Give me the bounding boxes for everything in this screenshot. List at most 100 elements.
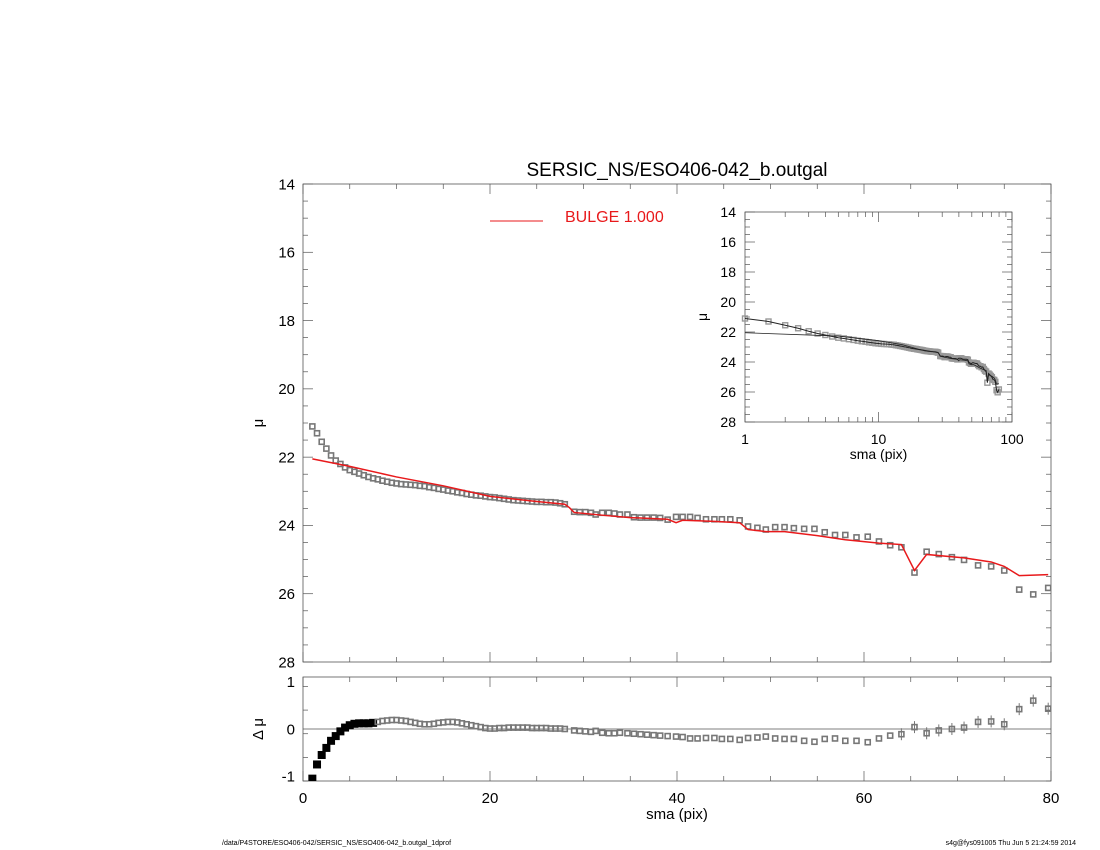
y-tick-label: 14 (278, 176, 295, 193)
residual-point (686, 735, 694, 742)
data-series-residual (308, 694, 1051, 781)
data-series-main (309, 423, 1051, 598)
residual-point (317, 751, 326, 759)
y-axis-label: Δ μ (250, 718, 267, 740)
inset-data-point (805, 328, 812, 335)
residual-point (754, 734, 761, 741)
residual-point (790, 735, 798, 743)
data-point (811, 525, 818, 533)
chart-title: SERSIC_NS/ESO406-042_b.outgal (526, 160, 827, 181)
data-point (841, 531, 849, 539)
residual-point (598, 729, 606, 737)
data-point (686, 513, 694, 521)
y-axis-label: μ (250, 419, 267, 428)
footer-user-timestamp: s4g@fys091005 Thu Jun 5 21:24:59 2014 (945, 840, 1076, 847)
data-point (309, 423, 316, 430)
data-point (313, 429, 321, 437)
y-tick-label: 24 (278, 518, 295, 535)
y-tick-label: 26 (278, 586, 295, 603)
y-tick-label: 26 (720, 384, 736, 400)
data-point (656, 514, 664, 522)
residual-point (656, 732, 664, 739)
inset-data-point (781, 322, 789, 329)
x-tick-label: 60 (856, 790, 873, 807)
data-point (1000, 567, 1008, 574)
data-point (800, 525, 808, 533)
residual-point (875, 735, 883, 742)
residual-point (630, 730, 638, 738)
data-point (1029, 591, 1037, 598)
y-tick-label: -1 (282, 769, 295, 786)
data-point (1044, 584, 1051, 592)
data-point (974, 562, 982, 569)
residual-point (637, 730, 644, 738)
y-tick-label: 14 (720, 204, 736, 220)
inset-model-line (744, 332, 999, 385)
y-tick-label: 16 (720, 234, 736, 250)
residual-point (624, 729, 631, 737)
data-point (886, 541, 894, 549)
residual-point (841, 737, 849, 745)
y-axis-label: μ (694, 313, 710, 321)
data-point (831, 531, 839, 539)
residual-point (736, 736, 743, 744)
residual-point (831, 735, 839, 742)
y-tick-label: 28 (720, 414, 736, 430)
residual-point (1029, 697, 1037, 704)
data-point (875, 538, 883, 545)
footer-file-path: /data/P4STORE/ESO406-042/SERSIC_NS/ESO40… (222, 840, 452, 847)
residual-point (322, 743, 331, 752)
data-point (679, 513, 686, 521)
legend-label-bulge: BULGE 1.000 (565, 209, 664, 226)
data-point (318, 438, 326, 446)
residual-point (987, 718, 995, 725)
residual-point (694, 735, 701, 742)
y-tick-label: 0 (287, 721, 295, 738)
panel-inset: 1 10 100 14 16 18 20 22 24 26 28 sma (pix) μ (694, 204, 1024, 462)
data-point (821, 528, 829, 536)
data-point (323, 445, 330, 452)
data-point (987, 563, 995, 570)
y-tick-label: 24 (720, 354, 736, 370)
residual-point (1044, 705, 1051, 712)
y-tick-label: 16 (278, 245, 295, 262)
y-tick-label: 22 (278, 449, 295, 466)
data-point (790, 524, 798, 532)
residual-point (650, 731, 657, 739)
residual-point (711, 734, 718, 742)
data-point (771, 523, 779, 531)
residual-point (935, 727, 943, 734)
data-point (327, 452, 335, 459)
residual-point (718, 735, 726, 743)
residual-point (864, 738, 872, 746)
y-tick-label: 18 (278, 313, 295, 330)
y-tick-label: 18 (720, 264, 736, 280)
x-tick-label: 1 (741, 431, 749, 447)
y-tick-label: 28 (278, 654, 295, 671)
x-axis-label: sma (pix) (850, 446, 908, 462)
data-point (935, 550, 943, 558)
y-tick-label: 20 (720, 294, 736, 310)
residual-point (702, 734, 710, 742)
inset-data-point (794, 325, 802, 332)
residual-point (1015, 705, 1023, 713)
data-point (781, 523, 788, 531)
residual-point (313, 760, 322, 769)
data-point (853, 534, 860, 541)
data-point (650, 514, 657, 521)
residual-point (664, 732, 671, 740)
data-point (1015, 586, 1023, 593)
x-tick-label: 10 (871, 431, 887, 447)
x-tick-label: 80 (1043, 790, 1060, 807)
x-tick-label: 40 (669, 790, 686, 807)
residual-point (923, 729, 930, 737)
residual-point (616, 729, 624, 737)
residual-point (672, 733, 680, 740)
x-tick-label: 0 (299, 790, 307, 807)
y-tick-label: 22 (720, 324, 736, 340)
y-tick-label: 1 (287, 674, 295, 691)
residual-point (821, 735, 829, 743)
x-tick-label: 20 (482, 790, 499, 807)
